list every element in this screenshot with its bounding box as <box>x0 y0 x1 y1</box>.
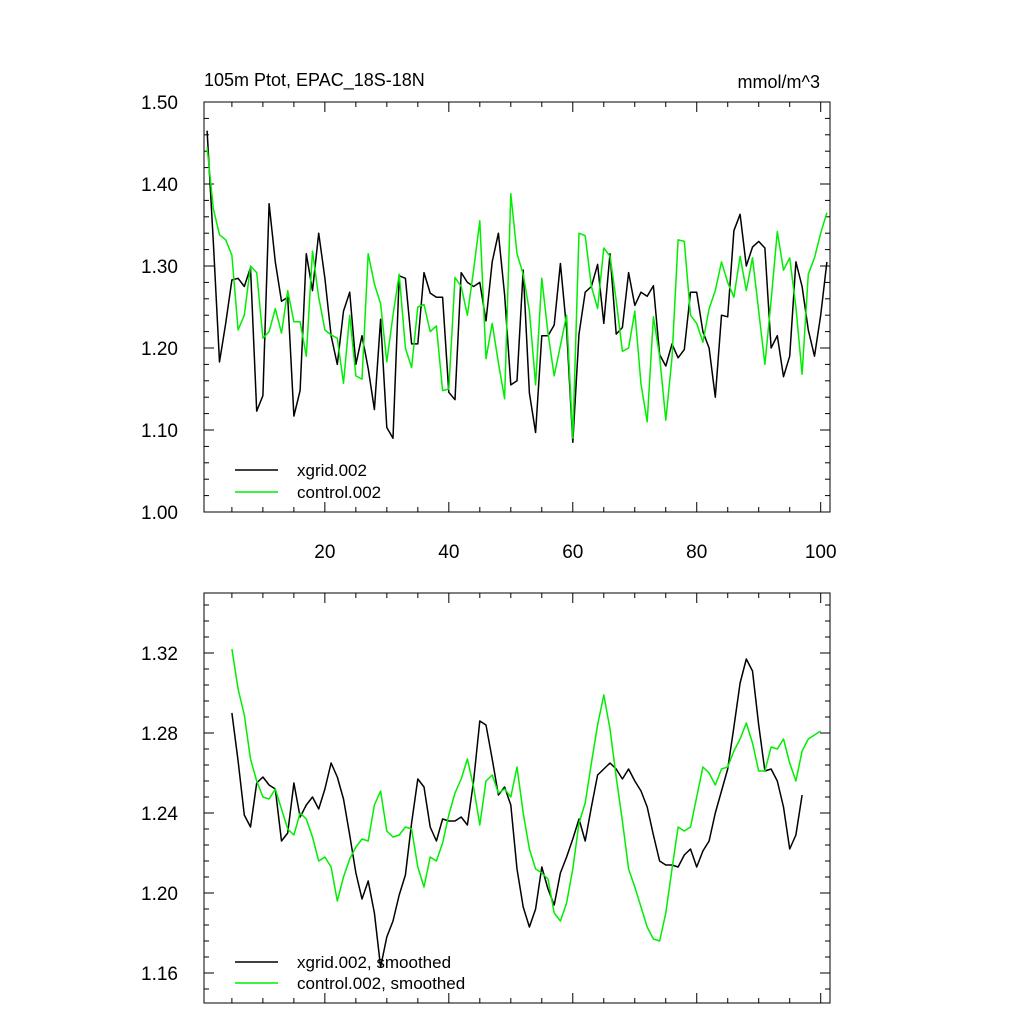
bottom-panel: 1.16 1.20 1.24 1.28 1.32 xgrid.002, smoothed c… <box>141 592 831 1004</box>
plot-frame <box>203 592 831 1004</box>
series-lines <box>231 648 822 968</box>
y-tick-label: 1.28 <box>141 724 178 745</box>
y-tick-label: 1.16 <box>141 964 178 985</box>
legend: xgrid.002, smoothed control.002, smoothed <box>235 953 465 993</box>
y-tick-label: 1.20 <box>141 339 178 360</box>
legend-label: control.002, smoothed <box>297 974 465 993</box>
x-tick-label: 100 <box>805 542 837 563</box>
y-tick-label: 1.24 <box>141 804 178 825</box>
series-lines <box>206 130 828 444</box>
series-line-0 <box>206 130 828 444</box>
y-tick-label: 1.00 <box>141 503 178 524</box>
chart-title: 105m Ptot, EPAC_18S-18N <box>204 70 425 91</box>
y-tick-label: 1.40 <box>141 175 178 196</box>
top-panel: 1.00 1.10 1.20 1.30 1.40 1.50 20 40 60 80 100 105m … <box>141 70 837 563</box>
legend: xgrid.002 control.002 <box>235 461 381 502</box>
x-tick-label: 40 <box>438 542 459 563</box>
units-label: mmol/m^3 <box>738 72 820 92</box>
plot-frame <box>203 101 831 513</box>
y-tick-label: 1.30 <box>141 257 178 278</box>
legend-label: xgrid.002, smoothed <box>297 953 451 972</box>
y-tick-label: 1.20 <box>141 884 178 905</box>
y-tick-label: 1.10 <box>141 421 178 442</box>
x-tick-label: 80 <box>686 542 707 563</box>
x-tick-label: 20 <box>314 542 335 563</box>
series-line-0 <box>231 658 803 968</box>
legend-label: xgrid.002 <box>297 461 367 480</box>
series-line-1 <box>231 648 822 942</box>
legend-label: control.002 <box>297 483 381 502</box>
y-tick-label: 1.50 <box>141 93 178 114</box>
series-line-1 <box>206 147 828 439</box>
y-tick-label: 1.32 <box>141 644 178 665</box>
x-tick-label: 60 <box>562 542 583 563</box>
